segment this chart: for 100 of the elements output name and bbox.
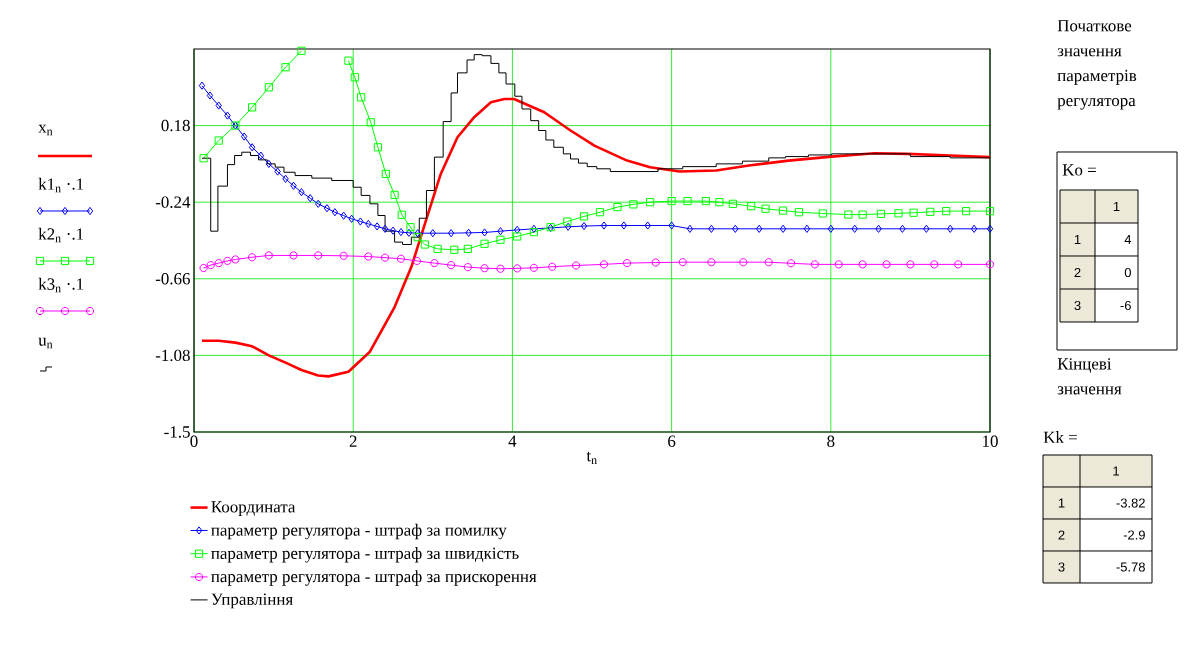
- point: [595, 208, 605, 217]
- point: [599, 260, 609, 269]
- point: [909, 208, 918, 217]
- text: k1$_{n}$ ·.1: [38, 177, 84, 193]
- text: Початкове значення параметрів регулятора: [1057, 20, 1137, 110]
- point: [331, 208, 339, 217]
- point: [761, 204, 770, 213]
- data-label: -2.9: [1123, 530, 1145, 540]
- y-tick-label: -0.66: [155, 273, 190, 285]
- legend-label: Управління: [211, 593, 293, 609]
- category-label: 2: [1074, 267, 1081, 278]
- point: [794, 208, 804, 217]
- point: [214, 259, 223, 268]
- legend-label: параметр регулятора - штраф за прискорення: [211, 570, 537, 586]
- point: [985, 260, 995, 269]
- point: [580, 221, 588, 231]
- point: [223, 256, 232, 266]
- point: [739, 258, 748, 267]
- point: [894, 209, 903, 218]
- point: [350, 73, 359, 82]
- point: [876, 209, 886, 218]
- point: [289, 251, 298, 260]
- point: [875, 224, 882, 233]
- text: Ko =: [1062, 164, 1096, 176]
- point: [206, 261, 215, 270]
- point: [381, 224, 389, 233]
- point: [683, 196, 692, 206]
- point: [357, 93, 366, 102]
- line-series: [200, 97, 991, 378]
- point: [364, 252, 373, 261]
- x-tick-label: 2: [349, 435, 357, 447]
- point: [199, 263, 208, 273]
- point: [600, 221, 608, 230]
- data-label: -3.82: [1116, 498, 1145, 508]
- point: [450, 245, 459, 254]
- point: [314, 199, 322, 208]
- point: [827, 224, 835, 233]
- point: [496, 235, 505, 244]
- category-label: 2: [1058, 530, 1065, 540]
- point: [480, 239, 489, 248]
- point: [667, 196, 676, 206]
- point: [463, 244, 472, 253]
- point: [429, 229, 437, 238]
- point: [206, 91, 214, 100]
- point: [314, 251, 323, 260]
- point: [463, 263, 472, 272]
- point: [707, 258, 716, 267]
- point: [265, 159, 273, 168]
- point: [668, 221, 675, 230]
- point: [199, 154, 208, 163]
- x-tick-label: 0: [190, 435, 198, 447]
- point: [406, 223, 415, 232]
- point: [779, 224, 787, 233]
- point: [365, 219, 372, 228]
- y-tick-label: -1.08: [155, 349, 190, 362]
- point: [778, 206, 788, 215]
- point: [970, 224, 978, 233]
- point: [858, 210, 867, 219]
- point: [906, 260, 915, 269]
- y-tick-label: -1.5: [164, 426, 190, 438]
- point: [281, 63, 290, 72]
- x-axis-title: t$_{n}$: [586, 451, 597, 464]
- x-tick-label: 8: [827, 435, 835, 447]
- point: [620, 221, 628, 230]
- category-label: 3: [1074, 300, 1081, 311]
- point: [701, 196, 710, 206]
- point: [231, 255, 240, 264]
- point: [715, 198, 724, 207]
- point: [926, 207, 935, 216]
- point: [818, 209, 827, 218]
- point: [942, 207, 951, 216]
- point: [834, 260, 843, 269]
- point: [298, 188, 305, 197]
- point: [899, 224, 906, 233]
- point: [307, 194, 314, 203]
- point: [257, 151, 265, 160]
- point: [240, 132, 248, 141]
- point: [373, 222, 381, 231]
- point: [954, 260, 963, 269]
- point: [930, 260, 939, 269]
- point: [282, 174, 289, 183]
- point: [548, 262, 557, 271]
- x-tick-label: 10: [983, 435, 998, 447]
- point: [708, 224, 715, 233]
- point: [986, 224, 994, 233]
- text: 1: [1113, 202, 1120, 211]
- point: [381, 169, 390, 179]
- point: [613, 203, 622, 212]
- point: [447, 229, 455, 238]
- text: k2$_{n}$ ·.1: [38, 227, 84, 243]
- point: [396, 254, 406, 263]
- point: [803, 224, 811, 233]
- point: [513, 225, 521, 235]
- data-label: -6: [1120, 300, 1131, 311]
- text: u$_{n}$: [38, 337, 53, 349]
- point: [344, 56, 353, 65]
- point: [248, 143, 256, 152]
- point: [732, 224, 739, 233]
- point: [513, 264, 522, 273]
- x-tick-label: 4: [508, 435, 517, 447]
